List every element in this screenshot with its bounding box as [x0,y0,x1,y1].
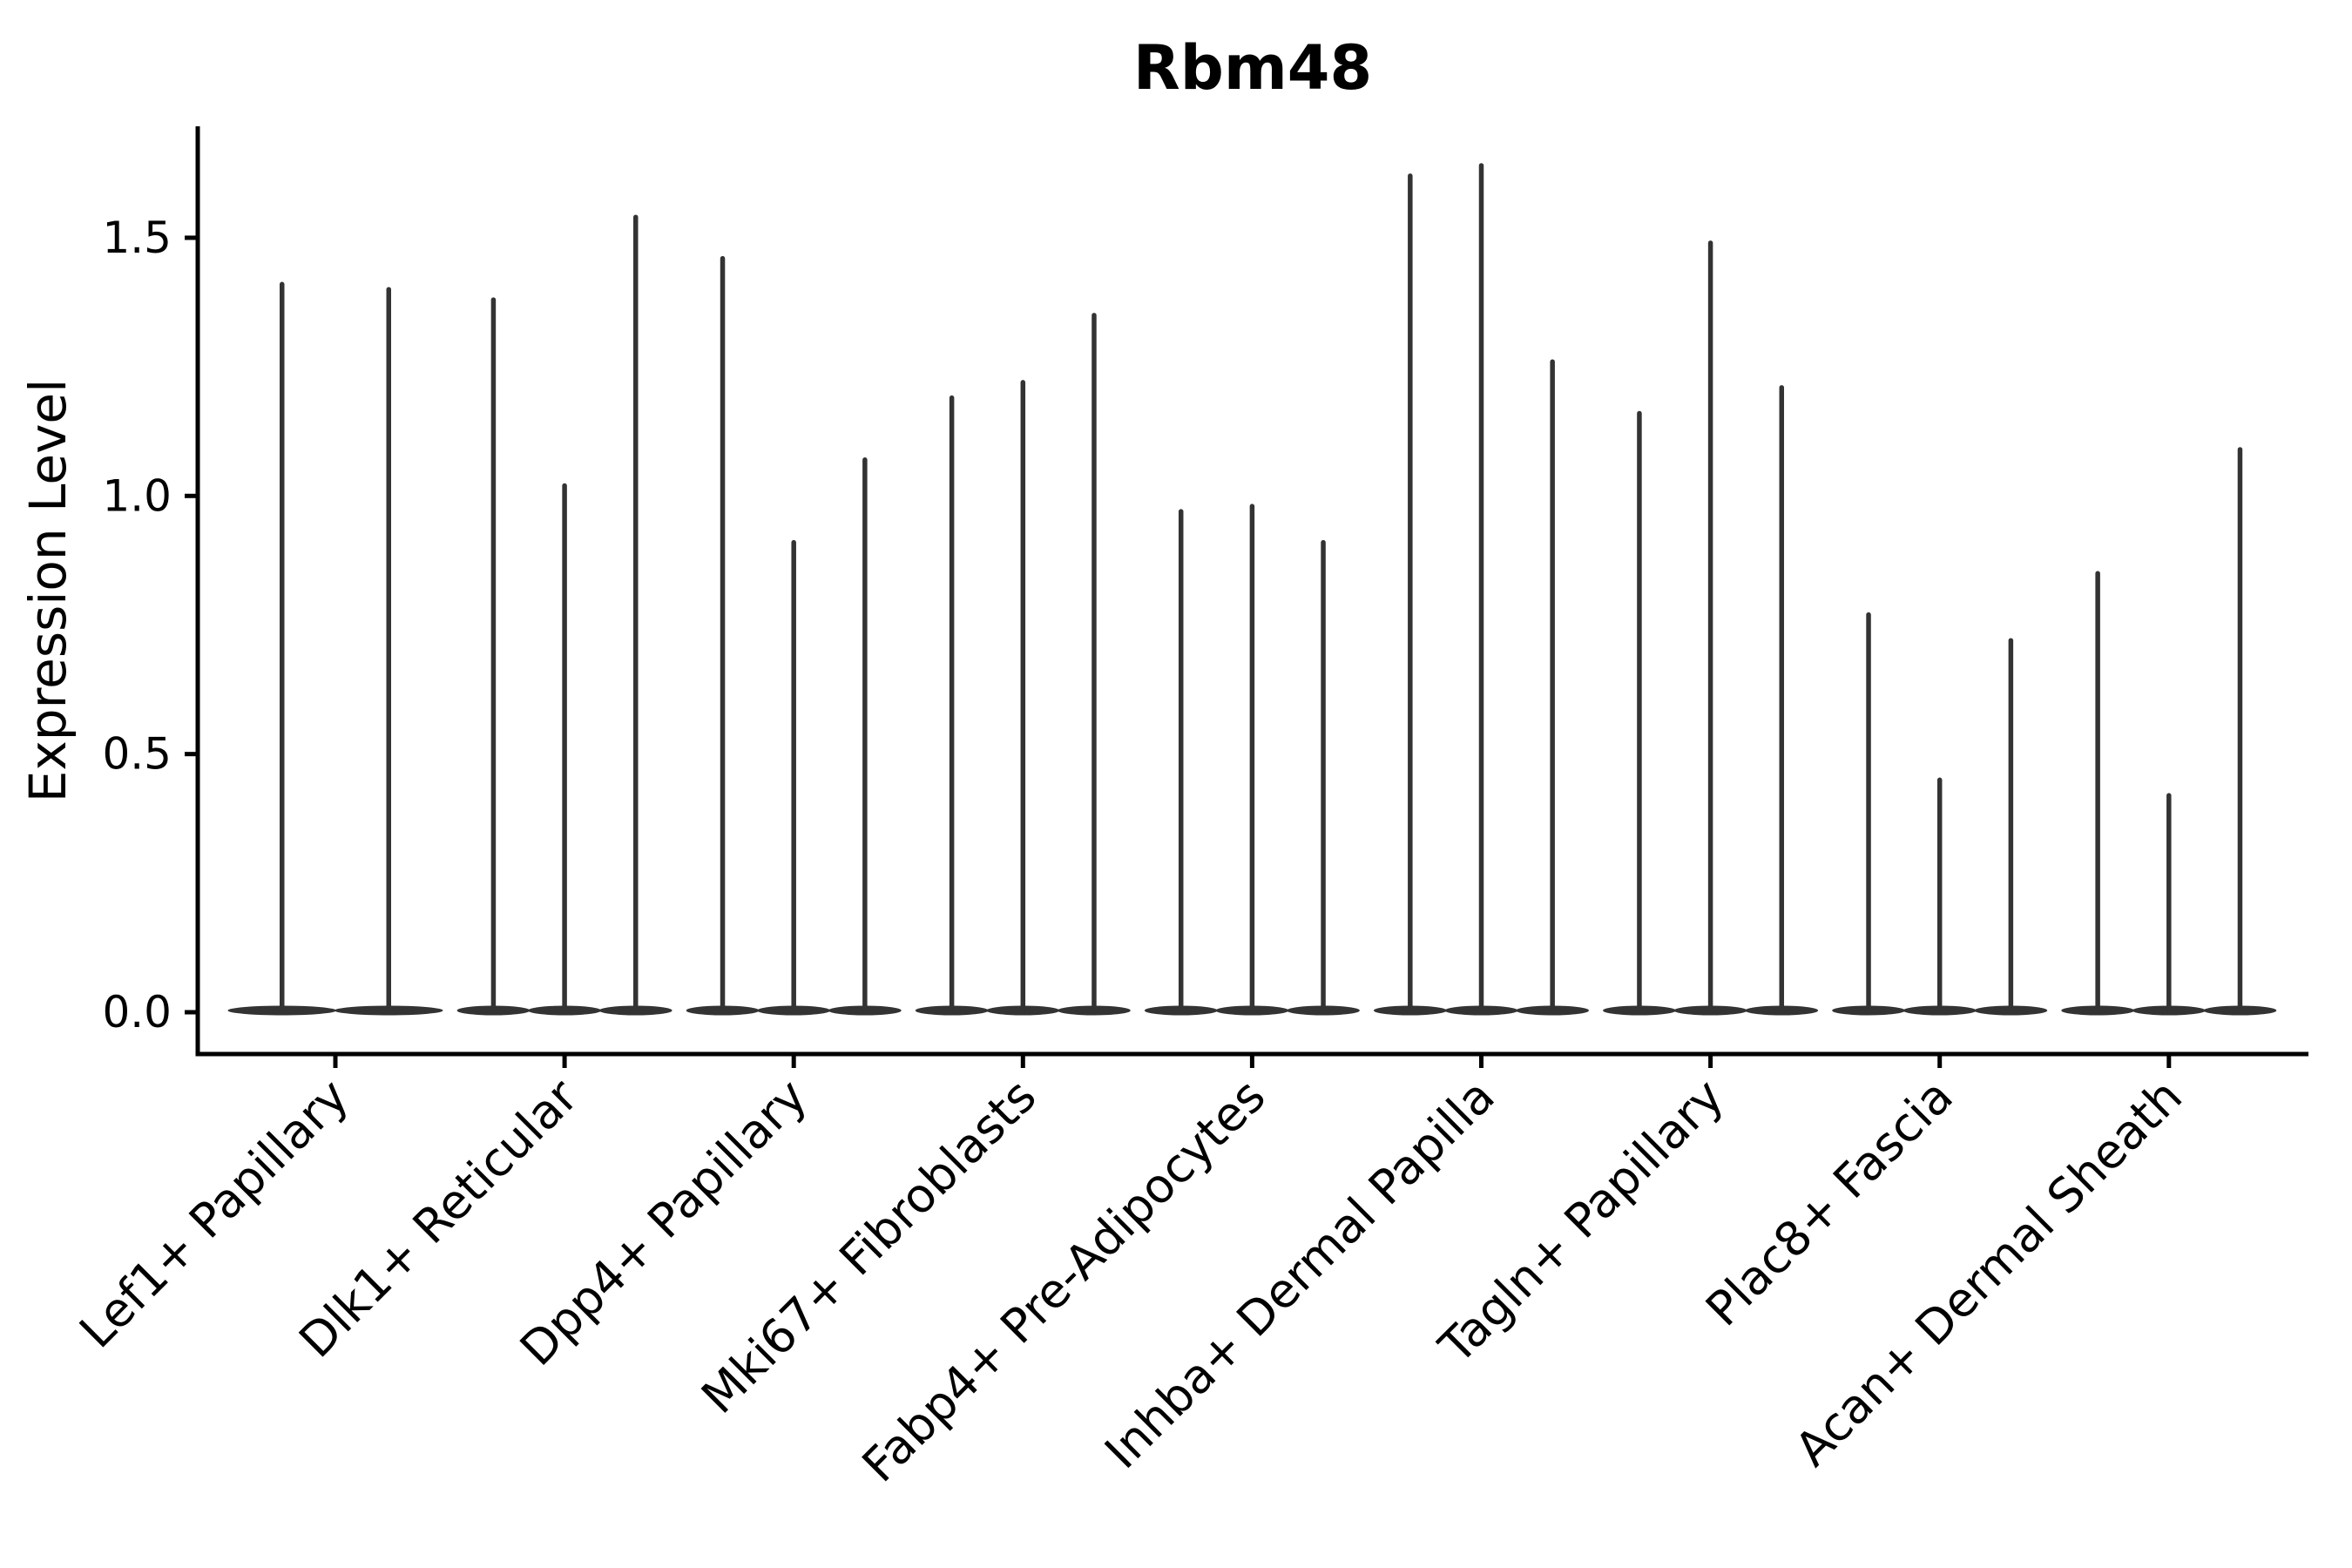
x-category-label: Acan+ Dermal Sheath [1785,1069,2193,1477]
x-category-label: Inhba+ Dermal Papilla [1094,1069,1504,1479]
y-tick-label: 0.5 [102,729,172,780]
y-tick-label: 1.5 [102,213,172,263]
x-category-label: Plac8+ Fascia [1695,1069,1963,1337]
violins-layer [227,163,2277,1016]
x-category-label: Fabp4+ Pre-Adipocytes [852,1069,1276,1493]
y-tick-label: 0.0 [102,987,172,1037]
chart-title: Rbm48 [1133,32,1372,104]
y-tick-label: 1.0 [102,470,172,521]
y-axis-label: Expression Level [18,379,78,802]
